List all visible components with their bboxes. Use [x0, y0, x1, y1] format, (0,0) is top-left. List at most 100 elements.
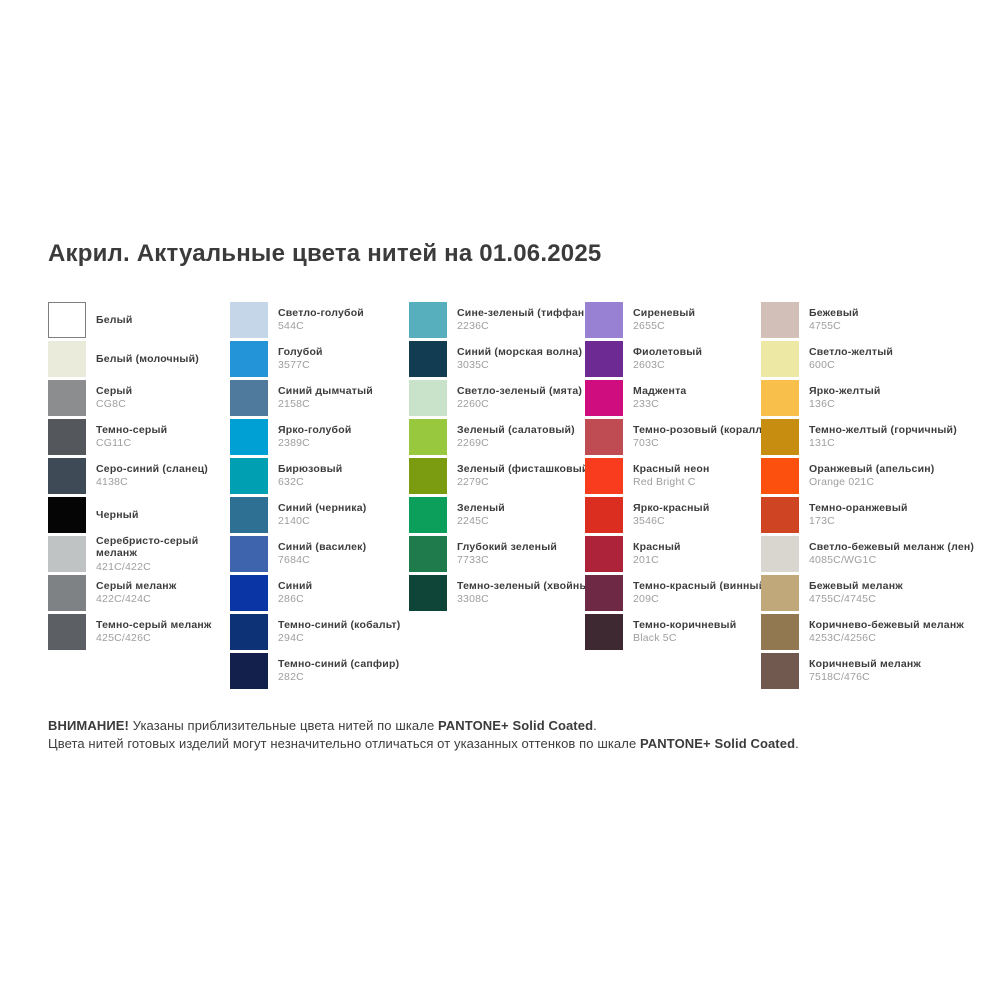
- color-row: Бежевый меланж 4755C/4745C: [761, 575, 951, 611]
- color-code: 425C/426C: [96, 632, 151, 645]
- color-label: Оранжевый (апельсин) Orange 021C: [809, 463, 934, 490]
- color-code: 4755C/4745C: [809, 593, 876, 606]
- color-swatch: [230, 575, 268, 611]
- color-swatch: [48, 536, 86, 572]
- color-name: Коричнево-бежевый меланж: [809, 618, 965, 631]
- color-row: Темно-розовый (коралл) 703C: [585, 419, 775, 455]
- color-name: Светло-зеленый (мята): [457, 384, 583, 397]
- color-name: Черный: [96, 508, 139, 521]
- color-label: Серебристо-серый меланж 421C/422C: [96, 535, 198, 574]
- color-swatch: [585, 380, 623, 416]
- color-code: CG8C: [96, 398, 126, 411]
- footer-line-1-text: Указаны приблизительные цвета нитей по ш…: [128, 718, 438, 733]
- color-label: Светло-желтый 600C: [809, 346, 893, 373]
- color-swatch: [761, 419, 799, 455]
- color-label: Синий (василек) 7684C: [278, 541, 366, 568]
- color-swatch: [761, 575, 799, 611]
- color-label: Голубой 3577C: [278, 346, 323, 373]
- color-swatch: [761, 458, 799, 494]
- color-label: Темно-синий (кобальт) 294C: [278, 619, 400, 646]
- color-code: 2389C: [278, 437, 310, 450]
- color-row: Серый CG8C: [48, 380, 238, 416]
- color-swatch: [761, 653, 799, 689]
- color-name: Красный неон: [633, 462, 710, 475]
- color-row: Глубокий зеленый 7733C: [409, 536, 599, 572]
- color-swatch: [761, 341, 799, 377]
- color-swatch: [585, 458, 623, 494]
- color-label: Зеленый (салатовый) 2269C: [457, 424, 575, 451]
- color-label: Серый меланж 422C/424C: [96, 580, 176, 607]
- color-label: Синий дымчатый 2158C: [278, 385, 373, 412]
- color-name: Маджента: [633, 384, 687, 397]
- color-swatch: [761, 380, 799, 416]
- color-swatch: [585, 419, 623, 455]
- color-row: Темно-зеленый (хвойный) 3308C: [409, 575, 599, 611]
- color-name: Серо-синий (сланец): [96, 462, 208, 475]
- color-row: Ярко-красный 3546C: [585, 497, 775, 533]
- color-swatch: [761, 497, 799, 533]
- color-code: 422C/424C: [96, 593, 151, 606]
- color-row: Темно-желтый (горчичный) 131C: [761, 419, 957, 455]
- color-name: Белый (молочный): [96, 352, 199, 365]
- color-row: Светло-бежевый меланж (лен) 4085C/WG1C: [761, 536, 974, 572]
- footer-note: ВНИМАНИЕ! Указаны приблизительные цвета …: [48, 717, 799, 753]
- color-name: Оранжевый (апельсин): [809, 462, 935, 475]
- color-row: Синий (черника) 2140C: [230, 497, 420, 533]
- color-code: Orange 021C: [809, 476, 875, 489]
- color-name: Красный: [633, 540, 681, 553]
- color-code: Red Bright C: [633, 476, 696, 489]
- color-code: 2245C: [457, 515, 489, 528]
- color-row: Белый (молочный): [48, 341, 238, 377]
- color-code: 600C: [809, 359, 835, 372]
- color-label: Синий (морская волна) 3035C: [457, 346, 582, 373]
- color-name: Светло-голубой: [278, 306, 364, 319]
- color-row: Синий дымчатый 2158C: [230, 380, 420, 416]
- color-swatch: [230, 536, 268, 572]
- color-name: Бежевый меланж: [809, 579, 903, 592]
- color-code: 3546C: [633, 515, 665, 528]
- color-code: 2279C: [457, 476, 489, 489]
- color-swatch: [761, 302, 799, 338]
- color-label: Ярко-красный 3546C: [633, 502, 710, 529]
- color-swatch: [409, 302, 447, 338]
- color-name: Темно-серый: [96, 423, 168, 436]
- color-label: Темно-серый CG11C: [96, 424, 167, 451]
- color-swatch: [230, 380, 268, 416]
- color-name: Коричневый меланж: [809, 657, 922, 670]
- color-name: Бирюзовый: [278, 462, 343, 475]
- color-code: 7733C: [457, 554, 489, 567]
- color-code: 632C: [278, 476, 304, 489]
- color-code: 233C: [633, 398, 659, 411]
- color-row: Бежевый 4755C: [761, 302, 951, 338]
- color-row: Зеленый (салатовый) 2269C: [409, 419, 599, 455]
- color-swatch: [585, 575, 623, 611]
- color-row: Оранжевый (апельсин) Orange 021C: [761, 458, 951, 494]
- color-name: Синий (морская волна): [457, 345, 583, 358]
- color-swatch: [48, 419, 86, 455]
- color-name: Темно-оранжевый: [809, 501, 908, 514]
- color-label: Темно-желтый (горчичный) 131C: [809, 424, 957, 451]
- color-swatch: [48, 380, 86, 416]
- color-row: Светло-зеленый (мята) 2260C: [409, 380, 599, 416]
- color-label: Черный: [96, 509, 139, 522]
- page-title: Акрил. Актуальные цвета нитей на 01.06.2…: [48, 240, 602, 267]
- color-label: Темно-зеленый (хвойный) 3308C: [457, 580, 599, 607]
- color-swatch: [761, 536, 799, 572]
- color-name: Темно-красный (винный): [633, 579, 770, 592]
- color-row: Голубой 3577C: [230, 341, 420, 377]
- color-label: Ярко-голубой 2389C: [278, 424, 352, 451]
- color-name: Серебристо-серый меланж: [96, 534, 199, 560]
- color-swatch: [409, 497, 447, 533]
- color-label: Зеленый (фисташковый) 2279C: [457, 463, 592, 490]
- color-name: Серый: [96, 384, 133, 397]
- color-row: Бирюзовый 632C: [230, 458, 420, 494]
- color-swatch: [585, 536, 623, 572]
- color-name: Зеленый (салатовый): [457, 423, 575, 436]
- color-name: Сиреневый: [633, 306, 696, 319]
- color-label: Глубокий зеленый 7733C: [457, 541, 557, 568]
- color-row: Темно-серый CG11C: [48, 419, 238, 455]
- color-swatch: [585, 614, 623, 650]
- color-column-2: Светло-голубой 544C Голубой 3577C Синий дымч…: [230, 302, 420, 692]
- color-code: 4755C: [809, 320, 841, 333]
